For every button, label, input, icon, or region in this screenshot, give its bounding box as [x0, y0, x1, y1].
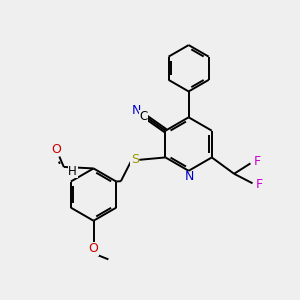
Text: F: F — [254, 155, 260, 168]
Text: S: S — [131, 153, 139, 166]
Text: H: H — [68, 165, 77, 178]
Text: F: F — [256, 178, 262, 191]
Text: O: O — [51, 142, 61, 156]
Text: N: N — [184, 170, 194, 183]
Text: C: C — [139, 110, 147, 123]
Text: N: N — [132, 104, 141, 117]
Text: O: O — [88, 242, 98, 255]
